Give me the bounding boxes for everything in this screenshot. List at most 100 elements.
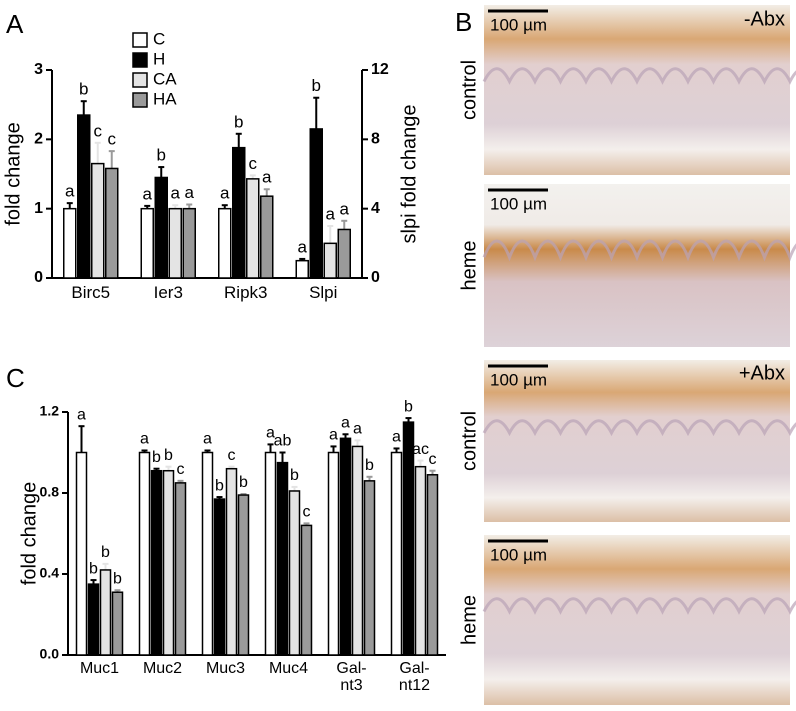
x-tick-label: Gal- nt3 [336,660,367,694]
y-tick-label: 1 [34,200,43,217]
y2-tick-label: 12 [371,61,389,78]
significance-letter: a [340,199,350,218]
bar [225,467,238,656]
y-tick-label: 0.0 [40,646,60,662]
bar [232,146,246,279]
bar [402,421,415,656]
significance-letter: a [329,427,338,444]
significance-letter: a [185,183,195,202]
legend-swatch [132,72,148,88]
legend-swatch [132,92,148,108]
x-tick-label: Muc3 [205,660,246,677]
y-tick-label: 3 [34,61,43,78]
y-tick-label: 0 [34,269,43,286]
bar [264,451,277,656]
bar [337,228,351,279]
panel-label: C [6,363,25,393]
y2-axis-label: slpi fold change [398,105,420,244]
bar [182,207,196,279]
x-tick-label: Birc5 [71,283,111,302]
bar [300,524,313,656]
crypt-outline [482,67,796,85]
bar [63,207,77,279]
x-tick-label: Slpi [309,283,338,302]
y-tick-label: 0.8 [40,484,60,500]
scale-bar-label: 100 µm [490,15,547,34]
significance-letter: c [94,121,103,140]
panel-b: 100 µm control 100 µm heme 100 µm control 100 … [458,5,796,705]
x-tick-label: Muc2 [142,660,183,677]
bar [237,494,250,656]
significance-letter: a [203,431,212,448]
scale-bar-label: 100 µm [490,370,547,389]
bar [138,451,151,656]
significance-letter: a [326,204,336,223]
bar [87,583,100,656]
significance-letter: a [341,414,350,431]
scale-bar-label: 100 µm [490,545,547,564]
crypt-outline [482,597,796,615]
significance-letter: ac [412,441,429,458]
significance-letter: b [290,467,299,484]
significance-letter: a [143,184,153,203]
y-tick-label: 2 [34,131,43,148]
y2-tick-label: 8 [371,131,380,148]
scale-bar-label: 100 µm [490,194,547,213]
legend-label: CA [153,69,177,88]
bar [390,451,403,656]
significance-letter: a [220,184,230,203]
significance-letter: b [152,449,161,466]
row-label: heme [458,240,480,290]
significance-letter: a [392,429,401,446]
bar [201,451,214,656]
legend-label: HA [153,89,177,108]
y-tick-label: 0.4 [40,565,60,581]
x-tick-label: Muc1 [79,660,120,677]
significance-letter: b [365,457,374,474]
significance-letter: a [140,431,149,448]
row-label: control [458,411,480,471]
bar [105,167,119,279]
significance-letter: b [157,146,166,165]
bar [339,437,352,656]
bar [140,207,154,279]
bar [246,178,260,279]
significance-letter: c [429,451,437,468]
bar [295,259,309,279]
significance-letter: b [113,570,122,587]
significance-letter: b [404,398,413,415]
significance-letter: a [262,168,272,187]
bar [414,465,427,656]
bar [150,469,163,656]
x-tick-label: Muc4 [268,660,309,677]
significance-letter: c [303,504,311,521]
bar [288,490,301,656]
bar [77,114,91,279]
bar [363,480,376,656]
significance-letter: a [65,182,75,201]
significance-letter: b [234,112,243,131]
micrograph [484,360,790,522]
y-tick-label: 1.2 [40,403,60,419]
legend-label: H [153,49,165,68]
micrograph [484,5,790,175]
x-tick-label: Ier3 [153,283,183,302]
significance-letter: b [89,560,98,577]
crypt-outline [482,239,796,262]
significance-letter: b [312,76,321,95]
bar [426,474,439,656]
panel-label: A [6,9,24,39]
significance-letter: b [164,447,173,464]
y-axis-label: fold change [2,122,24,225]
panel-label: B [455,7,472,37]
bar [154,176,168,279]
crypt-outline [482,419,796,437]
significance-letter: a [353,421,362,438]
row-label: heme [458,595,480,645]
significance-letter: c [108,130,117,149]
micrograph [484,535,790,705]
significance-letter: a [171,184,181,203]
y2-tick-label: 4 [371,200,380,217]
bar [174,482,187,656]
significance-letter: b [239,474,248,491]
